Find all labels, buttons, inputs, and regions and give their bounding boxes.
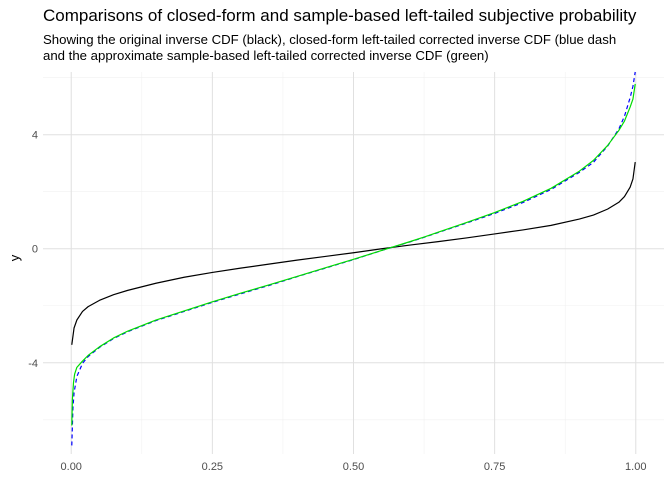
x-tick-label: 0.75 (484, 461, 505, 473)
series-line-1 (71, 162, 636, 345)
x-axis-ticks: 0.00 0.25 0.50 0.75 1.00 (61, 461, 647, 473)
series-lines (71, 71, 636, 446)
chart-subtitle: Showing the original inverse CDF (black)… (43, 32, 616, 64)
chart-title: Comparisons of closed-form and sample-ba… (43, 6, 637, 25)
y-tick-label: 0 (32, 244, 38, 256)
x-tick-label: 0.25 (202, 461, 223, 473)
subtitle-line-2: and the approximate sample-based left-ta… (43, 48, 489, 63)
grid (43, 72, 664, 454)
y-axis-ticks: -4 0 4 (28, 130, 38, 370)
y-axis-title: y (7, 254, 22, 261)
series-line-3 (71, 83, 636, 426)
x-tick-label: 0.50 (343, 461, 364, 473)
x-tick-label: 1.00 (625, 461, 646, 473)
x-tick-label: 0.00 (61, 461, 82, 473)
subtitle-line-1: Showing the original inverse CDF (black)… (43, 32, 617, 47)
y-tick-label: -4 (28, 358, 38, 370)
y-tick-label: 4 (32, 130, 38, 142)
